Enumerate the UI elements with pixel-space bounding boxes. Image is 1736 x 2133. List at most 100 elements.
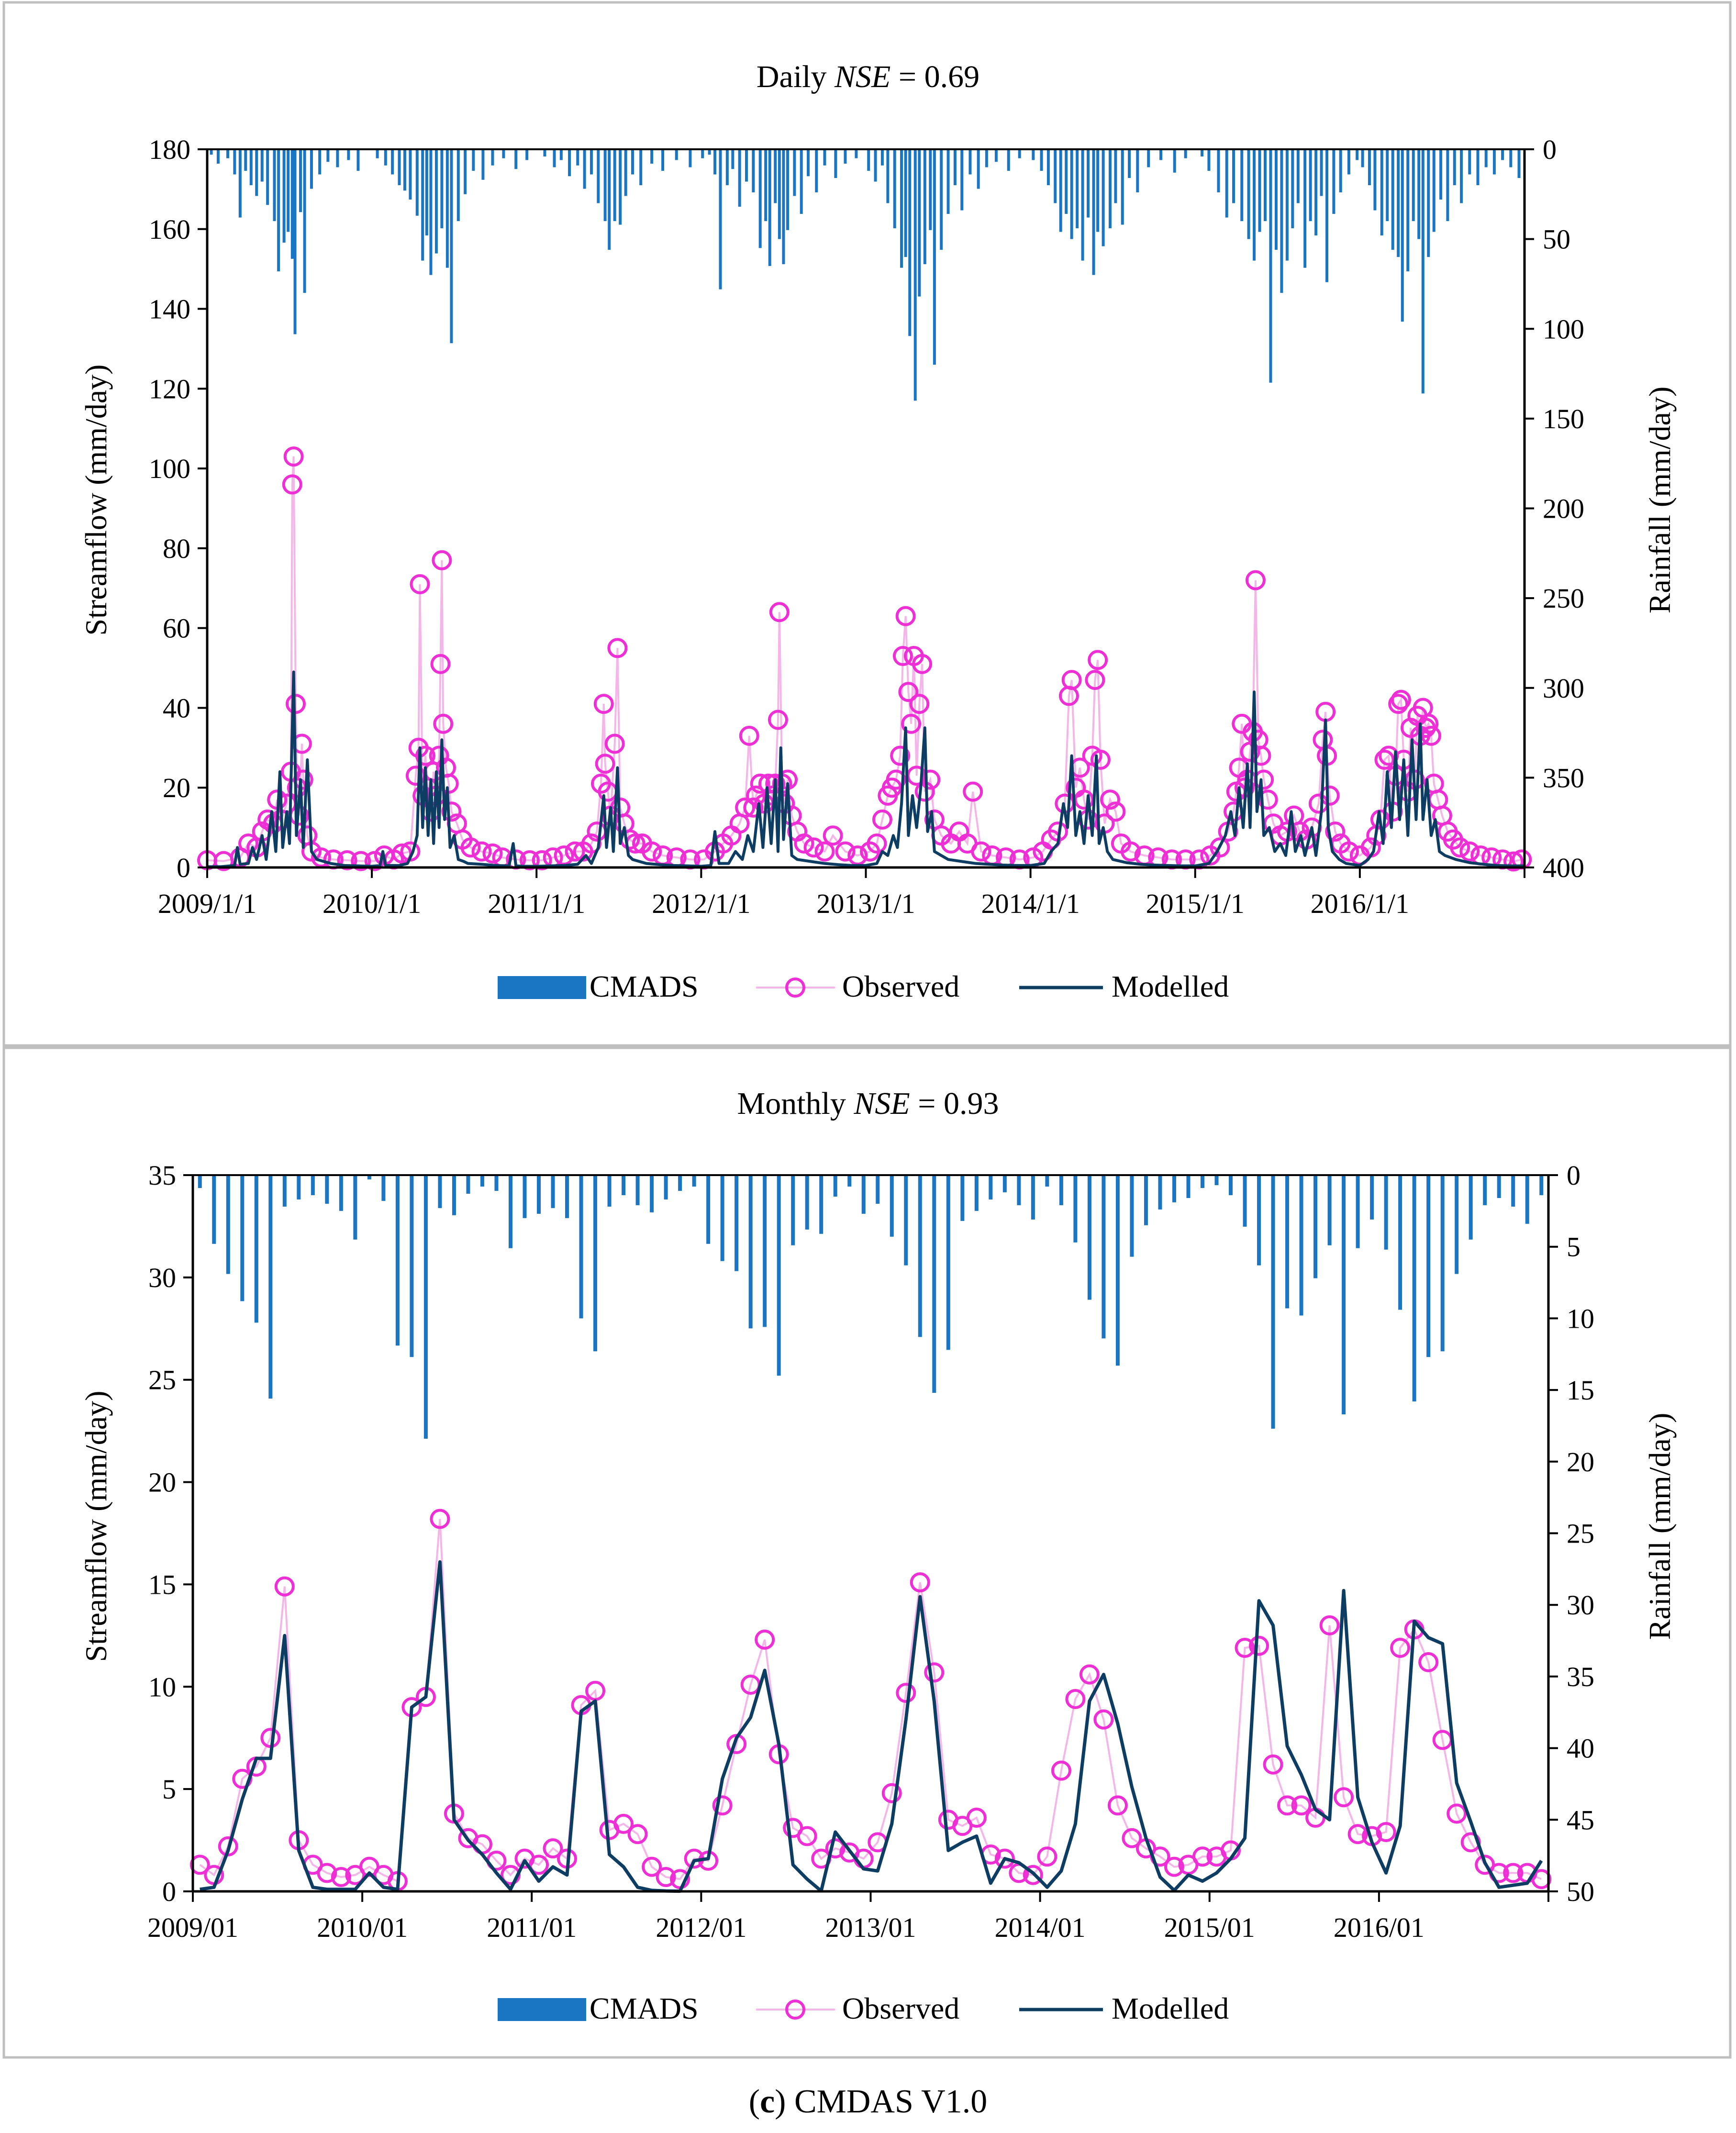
observed-point xyxy=(1249,1635,1269,1656)
rain-bar xyxy=(464,149,467,194)
rain-bar xyxy=(216,149,220,164)
observed-point xyxy=(901,713,922,734)
rain-bar xyxy=(720,1175,724,1261)
monthly-ylabel: Streamflow (mm/day) xyxy=(79,1391,113,1662)
rain-bar xyxy=(904,149,907,257)
rain-bar xyxy=(456,149,460,222)
observed-point xyxy=(519,850,540,870)
rain-bar xyxy=(1253,149,1256,261)
rain-bar xyxy=(325,1175,329,1204)
y2-tick-label: 30 xyxy=(1567,1589,1594,1621)
observed-point xyxy=(1065,1689,1086,1709)
rain-bar xyxy=(553,149,556,167)
rain-bar xyxy=(1440,1175,1445,1352)
rain-bar xyxy=(310,149,313,189)
observed-point xyxy=(743,797,764,818)
y-tick-label: 160 xyxy=(149,214,190,245)
rain-bar xyxy=(1158,1175,1162,1210)
observed-point xyxy=(1245,570,1266,590)
rain-bar xyxy=(613,149,616,222)
rain-bar xyxy=(1476,149,1480,186)
observed-point xyxy=(274,1576,295,1597)
y-tick-label: 40 xyxy=(163,692,190,723)
rain-bar xyxy=(347,149,350,160)
rain-bar xyxy=(583,149,586,189)
y-tick-label: 10 xyxy=(148,1671,176,1702)
rain-bar xyxy=(807,149,810,177)
rain-bar xyxy=(1229,1175,1233,1195)
rain-bar xyxy=(977,149,980,189)
rain-bar xyxy=(1484,149,1488,167)
observed-point xyxy=(430,1509,450,1529)
rain-bar xyxy=(1217,149,1220,193)
rain-bar xyxy=(874,149,877,182)
rain-bar xyxy=(886,149,890,203)
observed-point xyxy=(803,837,824,858)
rain-bar xyxy=(502,149,505,158)
observed-point xyxy=(910,1572,930,1593)
rain-bar xyxy=(603,149,607,222)
x-tick-label: 2015/1/1 xyxy=(1146,888,1245,919)
observed-point xyxy=(912,654,933,674)
rain-bar xyxy=(989,1175,993,1200)
rain-bar xyxy=(210,149,213,155)
rain-bar xyxy=(212,1175,216,1244)
rain-bar xyxy=(568,149,571,177)
x-tick-label: 2016/01 xyxy=(1334,1912,1424,1943)
rain-bar xyxy=(968,149,972,175)
rain-bar xyxy=(1108,149,1112,229)
rain-bar xyxy=(1076,149,1079,229)
observed-point xyxy=(1122,1828,1142,1848)
rain-bar xyxy=(1391,149,1394,250)
observed-point xyxy=(604,733,625,754)
rain-bar xyxy=(1370,1175,1374,1220)
y2-tick-label: 20 xyxy=(1567,1446,1594,1478)
observed-point xyxy=(410,574,430,594)
rain-bar xyxy=(867,149,870,171)
rain-bar xyxy=(1483,1175,1487,1205)
rain-bar xyxy=(1207,149,1211,171)
rain-bar xyxy=(1046,149,1050,186)
rain-bar xyxy=(1332,149,1335,214)
rain-bar xyxy=(1280,149,1283,293)
rain-bar xyxy=(1269,149,1272,383)
x-tick-label: 2009/1/1 xyxy=(158,888,256,919)
observed-point xyxy=(712,1795,733,1816)
rain-bar xyxy=(1225,149,1228,218)
rain-bar xyxy=(1059,1175,1063,1205)
rain-bar xyxy=(734,1175,739,1271)
observed-point xyxy=(1061,670,1082,690)
monthly-title: Monthly NSE = 0.93 xyxy=(737,1086,999,1121)
x-tick-label: 2012/01 xyxy=(656,1912,746,1943)
rain-bar xyxy=(1342,1175,1346,1414)
rain-bar xyxy=(933,149,936,365)
observed-point xyxy=(532,850,552,870)
rain-bar xyxy=(1184,149,1187,158)
rain-bar xyxy=(819,1175,823,1234)
observed-point xyxy=(595,754,615,774)
observed-point xyxy=(1291,1795,1312,1816)
rain-bar xyxy=(1214,1175,1219,1185)
rain-bar xyxy=(282,149,286,243)
rain-bar xyxy=(1087,149,1090,218)
figure-caption: (c) CMDAS V1.0 xyxy=(749,2083,987,2120)
rain-bar xyxy=(1509,149,1513,167)
rain-bar xyxy=(994,149,998,162)
observed-point xyxy=(890,745,911,766)
rain-bar xyxy=(713,149,717,175)
rain-bar xyxy=(244,149,247,171)
rain-bar xyxy=(1115,1175,1120,1366)
observed-point xyxy=(1037,1846,1057,1867)
observed-point xyxy=(835,841,856,862)
observed-point xyxy=(430,654,451,674)
rain-bar xyxy=(491,149,494,166)
rain-bar xyxy=(268,1175,273,1399)
rain-bar xyxy=(1285,149,1289,261)
observed-point xyxy=(768,710,788,730)
daily-y2label: Rainfall (mm/day) xyxy=(1643,387,1677,614)
legend-swatch-cmads xyxy=(498,1998,586,2021)
rain-bar xyxy=(293,149,297,334)
observed-point xyxy=(1263,1754,1283,1775)
rain-bar xyxy=(650,149,654,164)
